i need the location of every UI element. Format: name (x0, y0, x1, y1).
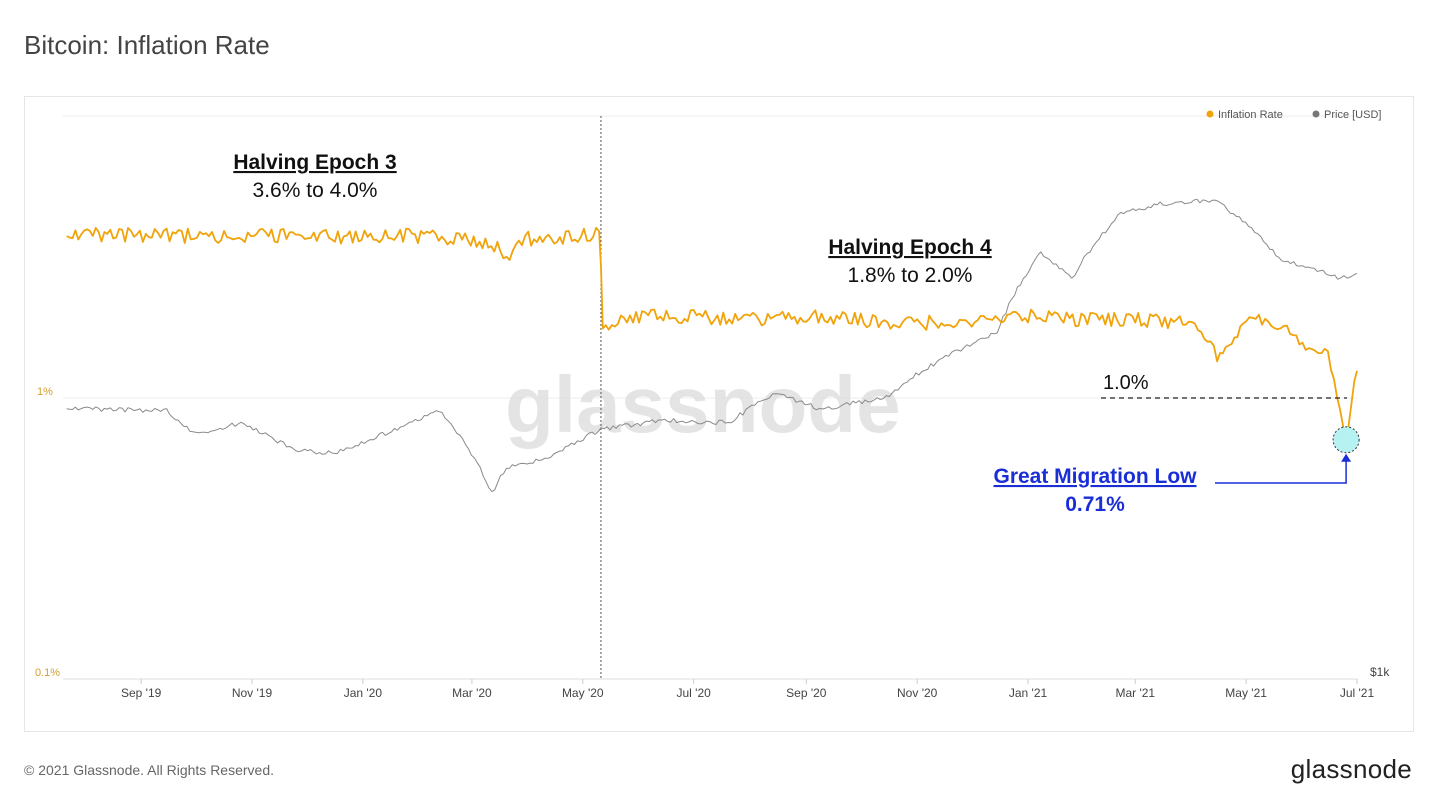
x-tick-label: Jul '20 (676, 686, 711, 700)
series-line-price-usd (66, 198, 1358, 493)
legend-swatch-price (1312, 110, 1320, 118)
low-title: Great Migration Low (993, 465, 1197, 488)
x-tick-label: Sep '19 (121, 686, 162, 700)
watermark: glassnode (505, 360, 901, 449)
x-tick-label: Jan '20 (344, 686, 383, 700)
y-axis-left: 1% 0.1% (35, 386, 60, 679)
low-marker (1332, 426, 1360, 454)
low-pointer-line (1215, 455, 1347, 484)
legend-swatch-inflation (1206, 110, 1214, 118)
x-tick-label: May '21 (1225, 686, 1267, 700)
legend-label-inflation: Inflation Rate (1218, 109, 1283, 121)
x-tick-label: Mar '21 (1115, 686, 1155, 700)
legend[interactable]: Inflation Rate Price [USD] (1206, 109, 1382, 121)
y-tick-0-1pct: 0.1% (35, 667, 60, 679)
x-tick-label: Jan '21 (1009, 686, 1048, 700)
y-tick-1pct: 1% (37, 386, 53, 398)
level-label-1pct: 1.0% (1103, 372, 1149, 394)
low-pointer-arrow (1341, 453, 1352, 462)
epoch3-title: Halving Epoch 3 (233, 151, 396, 174)
epoch3-range: 3.6% to 4.0% (253, 179, 378, 202)
x-axis-ticks: Sep '19 Nov '19 Jan '20 Mar '20 May '20 Jul '… (121, 679, 1374, 700)
low-value: 0.71% (1065, 493, 1125, 516)
legend-label-price: Price [USD] (1324, 109, 1381, 121)
chart-card: Sep '19 Nov '19 Jan '20 Mar '20 May '20 Jul '… (24, 96, 1414, 732)
x-tick-label: May '20 (562, 686, 604, 700)
series-line-inflation-rate (66, 227, 1358, 447)
x-tick-label: Jul '21 (1340, 686, 1375, 700)
page-title: Bitcoin: Inflation Rate (24, 30, 270, 60)
y-tick-right-1k: $1k (1370, 665, 1390, 679)
epoch4-title: Halving Epoch 4 (828, 236, 992, 259)
x-tick-label: Nov '20 (897, 686, 938, 700)
x-tick-label: Nov '19 (232, 686, 273, 700)
inflation-rate-chart[interactable]: Sep '19 Nov '19 Jan '20 Mar '20 May '20 Jul '… (25, 97, 1413, 731)
glassnode-logo: glassnode (1290, 754, 1412, 784)
x-tick-label: Sep '20 (786, 686, 827, 700)
x-tick-label: Mar '20 (452, 686, 492, 700)
copyright-text: © 2021 Glassnode. All Rights Reserved. (24, 762, 275, 778)
epoch4-range: 1.8% to 2.0% (848, 264, 973, 287)
